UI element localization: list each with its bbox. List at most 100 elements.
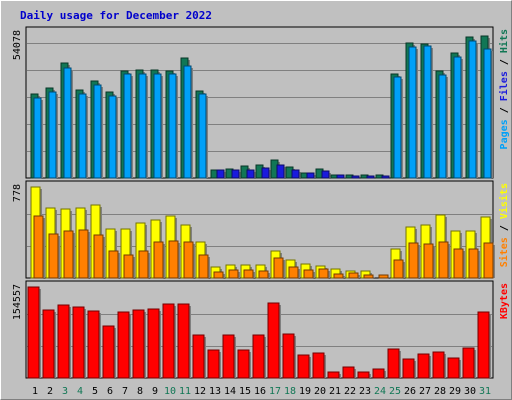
x-tick-label: 25 <box>389 386 401 397</box>
bar-files-day-31 <box>483 48 492 179</box>
bar-kbytes-day-20 <box>312 352 325 379</box>
bar-kbytes-day-19 <box>297 354 310 379</box>
bar-files-day-30 <box>468 40 477 179</box>
x-tick-label: 18 <box>284 386 296 397</box>
bar-sites-day-12 <box>198 254 209 279</box>
x-tick-label: 2 <box>47 386 53 397</box>
bar-pages-day-21 <box>336 174 345 179</box>
bar-sites-day-4 <box>78 229 89 279</box>
bar-sites-day-29 <box>453 248 464 279</box>
x-tick-label: 20 <box>314 386 326 397</box>
bar-kbytes-day-30 <box>462 347 475 379</box>
bar-kbytes-day-6 <box>102 325 115 379</box>
x-tick-label: 9 <box>152 386 158 397</box>
legend-entry: Files <box>498 71 510 101</box>
bar-kbytes-day-22 <box>342 366 355 379</box>
bar-files-day-9 <box>153 73 162 179</box>
x-tick-label: 15 <box>239 386 251 397</box>
bar-kbytes-day-4 <box>72 306 85 379</box>
bar-sites-day-1 <box>33 215 44 279</box>
legend-entry: KBytes <box>499 283 510 319</box>
bar-sites-day-19 <box>303 269 314 279</box>
x-tick-label: 16 <box>254 386 266 397</box>
bar-kbytes-day-26 <box>402 358 415 379</box>
legend-entry: Pages <box>499 119 510 149</box>
bar-files-day-3 <box>63 67 72 179</box>
bar-kbytes-day-21 <box>327 371 340 379</box>
bar-sites-day-5 <box>93 234 104 279</box>
bar-files-day-11 <box>183 65 192 179</box>
legend-entry: Hits <box>498 29 510 53</box>
bar-pages-day-16 <box>261 167 270 179</box>
bar-files-day-26 <box>408 46 417 179</box>
bar-kbytes-day-25 <box>387 348 400 379</box>
bar-pages-day-17 <box>276 164 285 179</box>
panel-top-max-label: 54078 <box>12 30 23 60</box>
bar-kbytes-day-3 <box>57 304 70 379</box>
bar-kbytes-day-31 <box>477 311 490 379</box>
bar-kbytes-day-5 <box>87 310 100 379</box>
x-tick-label: 17 <box>269 386 281 397</box>
bar-sites-day-24 <box>378 274 389 279</box>
bar-pages-day-22 <box>351 175 360 179</box>
bar-files-day-12 <box>198 93 207 179</box>
bar-sites-day-14 <box>228 269 239 279</box>
bar-kbytes-day-28 <box>432 351 445 379</box>
x-tick-label: 11 <box>179 386 191 397</box>
bar-kbytes-day-23 <box>357 371 370 379</box>
x-tick-label: 28 <box>434 386 446 397</box>
panel-top-legend: Pages / Files / Hits <box>498 29 510 149</box>
bar-files-day-7 <box>123 73 132 179</box>
x-tick-label: 24 <box>374 386 386 397</box>
x-tick-label: 23 <box>359 386 371 397</box>
bar-kbytes-day-27 <box>417 353 430 379</box>
bar-files-day-27 <box>423 45 432 179</box>
bar-sites-day-9 <box>153 241 164 279</box>
bar-files-day-25 <box>393 76 402 179</box>
x-tick-label: 6 <box>107 386 113 397</box>
bar-kbytes-day-24 <box>372 368 385 379</box>
bar-kbytes-day-10 <box>162 303 175 379</box>
panel-mid-legend: Sites / Visits <box>498 183 510 267</box>
x-tick-label: 1 <box>32 386 38 397</box>
bar-sites-day-23 <box>363 274 374 279</box>
bar-files-day-6 <box>108 95 117 179</box>
bar-kbytes-day-2 <box>42 309 55 379</box>
bar-kbytes-day-16 <box>252 334 265 379</box>
bar-pages-day-18 <box>291 169 300 179</box>
bar-sites-day-2 <box>48 233 59 279</box>
panel-bottom-legend: KBytes <box>499 283 510 319</box>
bar-sites-day-17 <box>273 257 284 279</box>
bar-sites-day-20 <box>318 268 329 279</box>
bar-kbytes-day-9 <box>147 308 160 379</box>
bar-sites-day-25 <box>393 259 404 279</box>
bar-pages-day-15 <box>246 169 255 179</box>
x-tick-label: 30 <box>464 386 476 397</box>
x-tick-label: 21 <box>329 386 341 397</box>
x-tick-label: 29 <box>449 386 461 397</box>
bar-sites-day-8 <box>138 250 149 279</box>
legend-entry: / <box>499 219 510 237</box>
bar-sites-day-13 <box>213 271 224 279</box>
x-tick-label: 27 <box>419 386 431 397</box>
bar-pages-day-14 <box>231 169 240 179</box>
x-tick-label: 5 <box>92 386 98 397</box>
bar-sites-day-11 <box>183 241 194 279</box>
bar-kbytes-day-7 <box>117 311 130 379</box>
bar-files-day-10 <box>168 73 177 179</box>
x-tick-label: 10 <box>164 386 176 397</box>
bar-files-day-29 <box>453 56 462 179</box>
bar-pages-day-20 <box>321 170 330 179</box>
x-tick-label: 13 <box>209 386 221 397</box>
bar-pages-day-23 <box>366 175 375 179</box>
bar-kbytes-day-17 <box>267 302 280 379</box>
bar-sites-day-31 <box>483 242 494 279</box>
bar-sites-day-15 <box>243 269 254 279</box>
bar-kbytes-day-12 <box>192 334 205 379</box>
bar-kbytes-day-15 <box>237 349 250 379</box>
bar-pages-day-13 <box>216 169 225 179</box>
x-tick-label: 31 <box>479 386 491 397</box>
bar-sites-day-16 <box>258 270 269 279</box>
